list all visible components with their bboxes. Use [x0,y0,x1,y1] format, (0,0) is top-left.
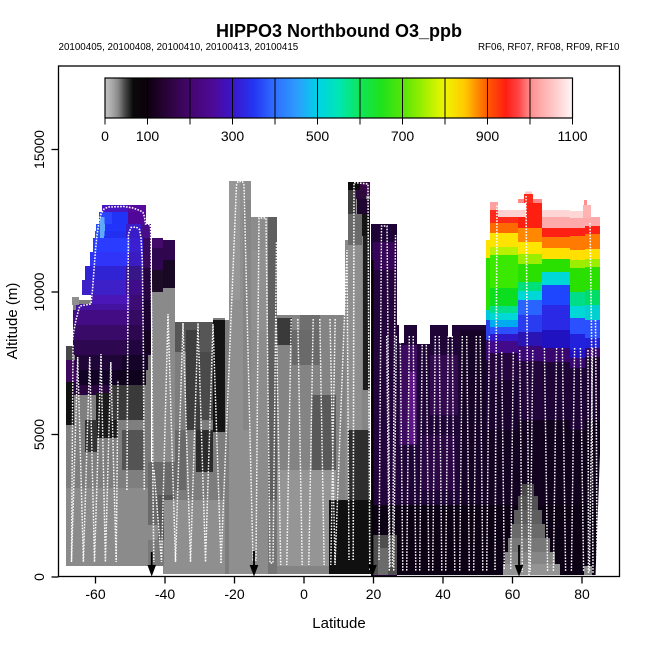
svg-text:10000: 10000 [31,272,47,311]
svg-text:20100405, 20100408, 20100410,: 20100405, 20100408, 20100410, 20100413, … [59,42,299,53]
svg-text:300: 300 [221,128,245,144]
svg-text:700: 700 [391,128,415,144]
svg-text:60: 60 [505,586,521,602]
svg-text:100: 100 [136,128,160,144]
svg-text:Altitude (m): Altitude (m) [4,283,21,360]
svg-text:900: 900 [476,128,500,144]
svg-text:-60: -60 [85,586,105,602]
svg-text:Latitude: Latitude [312,615,365,632]
svg-text:0: 0 [300,586,308,602]
svg-text:-40: -40 [155,586,175,602]
svg-text:1100: 1100 [557,128,587,144]
svg-text:15000: 15000 [31,130,47,169]
svg-text:0: 0 [101,128,109,144]
svg-text:-20: -20 [224,586,244,602]
svg-text:RF06, RF07, RF08, RF09, RF10: RF06, RF07, RF08, RF09, RF10 [478,42,620,53]
svg-text:80: 80 [574,586,590,602]
svg-text:40: 40 [435,586,451,602]
svg-text:HIPPO3 Northbound O3_ppb: HIPPO3 Northbound O3_ppb [216,21,462,41]
svg-text:20: 20 [366,586,382,602]
svg-text:0: 0 [31,573,47,581]
svg-text:500: 500 [306,128,330,144]
svg-text:5000: 5000 [31,419,47,450]
